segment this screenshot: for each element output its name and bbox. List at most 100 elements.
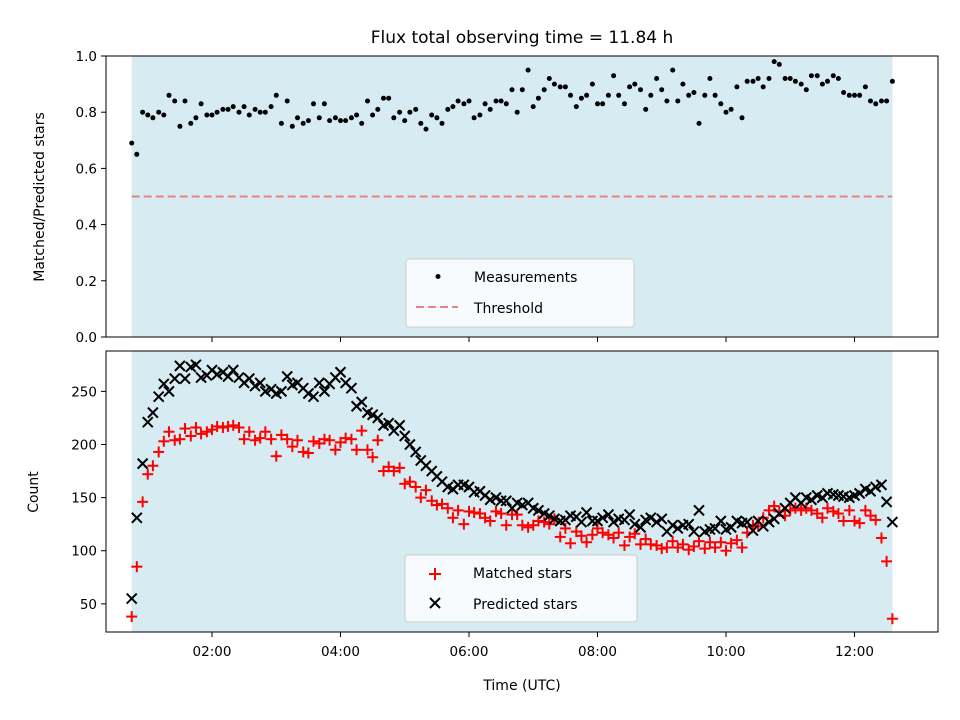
predicted-star-point [190, 359, 202, 371]
measurement-point [680, 81, 686, 87]
measurement-point [321, 101, 327, 107]
bottom-x-ticks: 02:00 04:00 06:00 08:00 10:00 12:00 [193, 632, 874, 660]
bottom-y-tick-label: 50 [80, 597, 97, 613]
matched-star-point [410, 481, 422, 493]
matched-star-point [238, 433, 250, 445]
matched-star-point [581, 536, 593, 548]
predicted-star-point [586, 515, 599, 527]
measurement-point [257, 109, 263, 115]
matched-star-point [190, 421, 202, 433]
threshold-legend-label: Threshold [473, 301, 543, 317]
top-y-axis-label: Matched/Predicted stars [32, 112, 48, 282]
measurement-point [466, 98, 472, 104]
predicted-star-point [142, 416, 154, 428]
measurement-point [873, 101, 879, 107]
matched-star-point [361, 444, 373, 456]
measurement-point [519, 87, 525, 93]
predicted-star-point [404, 438, 416, 451]
measurement-point [841, 90, 847, 95]
matched-star-point [484, 515, 496, 527]
measurement-point [857, 92, 863, 98]
measurement-point [198, 101, 204, 107]
measurement-point [273, 92, 279, 98]
matched-star-point [458, 518, 470, 530]
predicted-star-point [880, 496, 893, 508]
bottom-legend-box [404, 554, 638, 623]
measurement-point [551, 81, 557, 87]
predicted-star-point [875, 479, 888, 491]
measurement-point [423, 126, 429, 132]
bottom-x-tick-label: 04:00 [321, 644, 360, 660]
predicted-star-point [672, 522, 684, 535]
matched-legend-label: Matched stars [473, 566, 572, 582]
matched-star-point [495, 508, 507, 520]
matched-star-point [340, 432, 352, 444]
measurement-points [129, 59, 895, 157]
matched-star-point [522, 521, 534, 533]
matched-star-point [629, 528, 641, 540]
x-axis-label: Time (UTC) [482, 678, 560, 694]
measurement-point [214, 109, 220, 115]
measurement-legend-label: Measurements [474, 270, 577, 286]
bottom-x-tick-label: 10:00 [707, 644, 746, 660]
predicted-star-point [281, 370, 293, 383]
predicted-star-point [757, 520, 769, 533]
matched-star-point [538, 516, 550, 528]
matched-star-point [645, 538, 657, 550]
measurement-point [830, 73, 836, 79]
measurement-point [402, 118, 408, 124]
predicted-star-point [629, 518, 641, 530]
predicted-star-point [254, 377, 266, 389]
predicted-star-point [382, 417, 395, 429]
predicted-star-point [355, 396, 368, 408]
measurement-point [675, 98, 681, 104]
measurement-point [482, 101, 488, 107]
matched-star-point [275, 429, 287, 441]
matched-star-point [431, 499, 443, 511]
matched-star-point [222, 420, 234, 432]
measurement-point [134, 151, 140, 157]
matched-star-point [757, 512, 769, 524]
measurement-point [150, 115, 156, 121]
predicted-star-point [650, 516, 663, 528]
measurement-point [252, 106, 258, 112]
measurement-point [129, 140, 135, 146]
predicted-star-point [409, 446, 422, 458]
matched-star-point [399, 478, 411, 490]
top-y-tick-label: 0.0 [76, 330, 97, 346]
predicted-star-point [147, 406, 159, 419]
matched-star-point [195, 428, 207, 440]
matched-star-point [532, 515, 544, 527]
measurement-point [728, 106, 734, 112]
predicted-star-point [623, 508, 636, 521]
measurement-point [659, 87, 665, 93]
measurement-point [145, 112, 151, 118]
predicted-legend-marker [429, 597, 441, 609]
measurement-point [193, 115, 199, 121]
top-y-tick-label: 0.2 [76, 274, 97, 290]
predicted-star-point [313, 377, 326, 389]
measurement-point [696, 120, 702, 126]
matched-star-point [613, 527, 625, 539]
matched-star-point [709, 542, 721, 554]
matched-star-point [179, 423, 191, 435]
measurement-point [595, 101, 600, 107]
measurement-point [471, 115, 477, 121]
predicted-star-point [495, 495, 507, 507]
measurement-point [825, 78, 830, 84]
measurement-point [562, 84, 568, 90]
measurement-point [627, 84, 633, 90]
measurement-point [589, 81, 595, 87]
measurement-point [182, 98, 188, 104]
predicted-star-point [607, 516, 620, 528]
measurement-point [439, 120, 445, 126]
measurement-point [397, 109, 403, 115]
matched-star-point [329, 444, 341, 456]
measurement-point [375, 106, 381, 112]
matched-star-point [661, 542, 673, 554]
matched-star-point [452, 504, 464, 516]
predicted-star-point [709, 522, 721, 535]
measurement-point [418, 120, 424, 126]
measurement-point [578, 95, 584, 101]
measurement-point [354, 112, 360, 118]
